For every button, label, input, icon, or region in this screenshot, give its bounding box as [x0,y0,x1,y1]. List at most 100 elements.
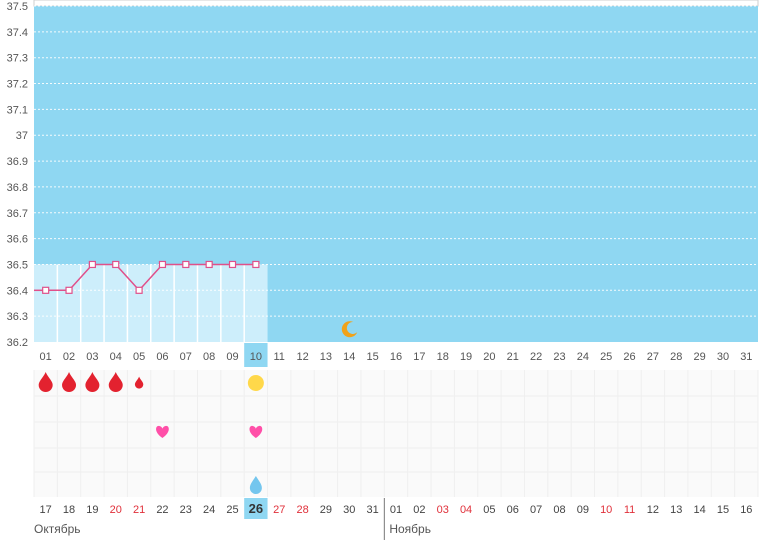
moon-icon [341,321,358,338]
calendar-date: 17 [40,504,52,516]
x-tick-label: 31 [740,351,752,363]
x-tick-label: 14 [343,351,355,363]
plot-top-margin [33,0,759,7]
calendar-date: 23 [180,504,192,516]
calendar-date: 05 [483,504,495,516]
blood-drop-icon [62,372,77,393]
calendar-date: 15 [717,504,729,516]
y-tick-label: 36.2 [7,337,28,349]
calendar-date: 18 [63,504,75,516]
temperature-point[interactable] [182,260,190,269]
x-tick-label: 24 [577,351,589,363]
y-tick-label: 37.5 [7,1,28,13]
y-tick-label: 36.6 [7,234,28,246]
calendar-date: 16 [740,504,752,516]
x-tick-label: 22 [530,351,542,363]
temperature-line [45,263,256,292]
x-tick-label: 10 [250,351,262,363]
x-tick-label: 28 [670,351,682,363]
x-tick-label: 04 [110,351,122,363]
x-tick-label: 01 [40,351,52,363]
temperature-point[interactable] [205,260,213,269]
temperature-point[interactable] [112,260,120,269]
blood-drop-icon [108,372,123,393]
x-tick-label: 15 [367,351,379,363]
temperature-point[interactable] [135,286,143,294]
temperature-point[interactable] [42,286,50,294]
x-tick-label: 08 [203,351,215,363]
calendar-date-today: 26 [249,501,263,516]
y-tick-label: 36.5 [7,259,28,271]
heart-icon [156,425,169,438]
today-date-highlight [244,498,268,519]
x-tick-label: 18 [437,351,449,363]
x-tick-label: 29 [693,351,705,363]
x-tick-label: 16 [390,351,402,363]
y-tick-label: 36.8 [7,182,28,194]
x-tick-label: 25 [600,351,612,363]
y-tick-label: 37.4 [7,27,28,39]
x-tick-label: 30 [717,351,729,363]
calendar-date: 02 [413,504,425,516]
calendar-date: 14 [693,504,705,516]
x-tick-label: 27 [647,351,659,363]
calendar-date: 19 [86,504,98,516]
temperature-point[interactable] [252,260,260,269]
y-tick-label: 36.3 [7,311,28,323]
x-tick-label: 20 [483,351,495,363]
current-day-highlight [244,343,268,367]
x-tick-label: 05 [133,351,145,363]
calendar-date: 30 [343,504,355,516]
y-tick-label: 37.3 [7,53,28,65]
calendar-date: 27 [273,504,285,516]
x-tick-label: 17 [413,351,425,363]
temperature-point[interactable] [65,286,73,294]
month-label: Октябрь [34,522,81,536]
x-tick-label: 13 [320,351,332,363]
calendar-date: 24 [203,504,215,516]
heart-icon [249,425,263,438]
x-tick-label: 09 [226,351,238,363]
x-tick-label: 07 [180,351,192,363]
blood-drop-icon [38,372,53,393]
calendar-date: 08 [553,504,565,516]
x-tick-label: 03 [86,351,98,363]
calendar-date: 13 [670,504,682,516]
calendar-date: 07 [530,504,542,516]
calendar-date: 25 [226,504,238,516]
calendar-date: 04 [460,504,472,516]
calendar-date: 06 [507,504,519,516]
calendar-date: 31 [367,504,379,516]
y-tick-label: 36.9 [7,156,28,168]
calendar-date: 03 [437,504,449,516]
calendar-date: 10 [600,504,612,516]
x-tick-label: 21 [507,351,519,363]
calendar-date: 21 [133,504,145,516]
x-tick-label: 26 [623,351,635,363]
temperature-point[interactable] [88,260,96,269]
x-tick-label: 19 [460,351,472,363]
y-tick-label: 37.1 [7,104,28,116]
x-tick-label: 02 [63,351,75,363]
x-tick-label: 12 [296,351,308,363]
calendar-date: 12 [647,504,659,516]
calendar-date: 01 [390,504,402,516]
x-tick-label: 23 [553,351,565,363]
calendar-date: 09 [577,504,589,516]
calendar-date: 28 [296,504,308,516]
x-tick-label: 11 [274,351,285,363]
calendar-date: 11 [624,504,635,516]
sun-icon [247,375,264,391]
temperature-point[interactable] [158,260,167,269]
water-drop-icon [249,476,262,494]
month-label: Ноябрь [389,522,431,536]
y-tick-label: 36.7 [7,208,28,220]
temperature-point[interactable] [228,260,237,269]
symptom-grid [34,370,758,497]
y-tick-label: 36.4 [7,285,28,297]
y-tick-label: 37 [16,130,28,142]
calendar-date: 22 [156,504,168,516]
y-tick-label: 37.2 [7,79,28,91]
x-tick-label: 06 [156,351,168,363]
